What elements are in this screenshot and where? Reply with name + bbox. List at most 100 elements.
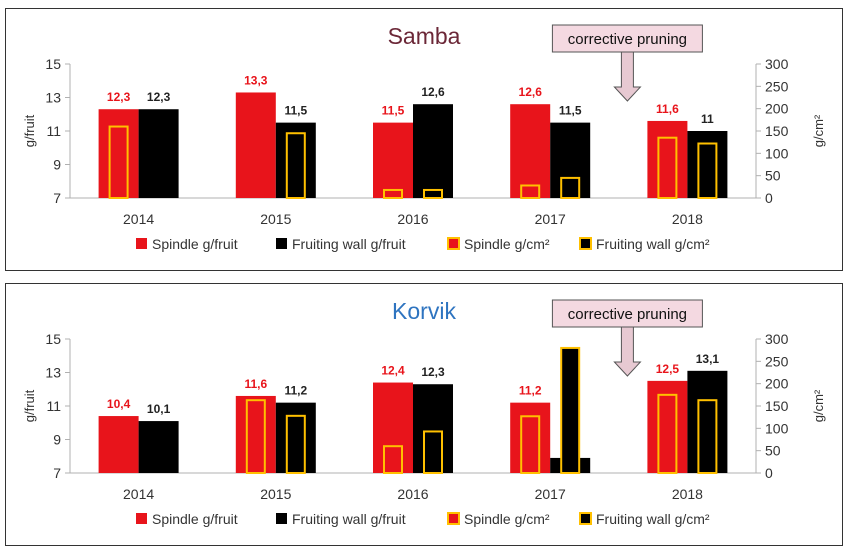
- right-tick-label: 50: [765, 168, 781, 184]
- legend-swatch: [136, 238, 147, 249]
- legend-label: Fruiting wall g/fruit: [292, 236, 406, 252]
- legend-label: Fruiting wall g/cm²: [596, 236, 710, 252]
- right-tick-label: 150: [765, 123, 789, 139]
- x-tick-label: 2014: [123, 486, 154, 502]
- legend-label: Fruiting wall g/cm²: [596, 511, 710, 527]
- chart-title: Korvik: [392, 298, 456, 324]
- x-tick-label: 2017: [535, 211, 566, 227]
- x-tick-label: 2015: [260, 211, 291, 227]
- data-label: 11,6: [244, 377, 267, 391]
- bar-spindle-g-cm2: [383, 188, 403, 200]
- legend-swatch: [276, 238, 287, 249]
- bar-spindle-g-cm2: [245, 399, 266, 474]
- chart-title: Samba: [388, 23, 461, 49]
- right-tick-label: 250: [765, 353, 789, 369]
- bar-fruiting-wall-g-fruit: [413, 104, 453, 198]
- bar-fruiting-wall-g-cm2: [560, 346, 581, 474]
- left-tick-label: 13: [45, 90, 61, 106]
- bar-spindle-g-fruit: [373, 122, 413, 198]
- right-tick-label: 100: [765, 420, 789, 436]
- right-tick-label: 250: [765, 78, 789, 94]
- data-label: 12,3: [147, 90, 171, 104]
- korvik-chart-panel: Korvik 7 9 11 13 15 0 50 100 150 200 250 300 g/fruit g…: [5, 283, 843, 546]
- data-label: 11,5: [382, 104, 405, 118]
- annotation-box: [551, 24, 703, 53]
- data-label: 10,1: [147, 402, 171, 416]
- data-label: 10,4: [107, 397, 131, 411]
- right-tick-label: 0: [765, 190, 773, 206]
- bar-spindle-g-fruit: [235, 92, 276, 198]
- annotation-arrow: [613, 326, 642, 377]
- data-label: 11,2: [284, 384, 307, 398]
- legend-label: Spindle g/fruit: [152, 236, 238, 252]
- data-label: 13,1: [696, 352, 720, 366]
- bar-spindle-g-cm2: [657, 393, 678, 474]
- left-tick-label: 9: [53, 157, 61, 173]
- right-tick-label: 0: [765, 465, 773, 481]
- x-tick-label: 2018: [672, 486, 703, 502]
- legend-label: Spindle g/cm²: [464, 236, 550, 252]
- left-tick-label: 11: [46, 398, 61, 414]
- right-tick-label: 150: [765, 398, 789, 414]
- bar-fruiting-wall-g-fruit: [138, 421, 179, 473]
- data-label: 11,2: [519, 384, 542, 398]
- right-tick-label: 200: [765, 376, 789, 392]
- data-label: 11: [701, 112, 714, 126]
- bar-spindle-g-cm2: [520, 415, 541, 474]
- annotation-box: [551, 299, 703, 328]
- bar-fruiting-wall-g-cm2: [285, 132, 306, 199]
- data-label: 12,5: [656, 362, 680, 376]
- data-label: 12,6: [519, 85, 543, 99]
- samba-chart-panel: Samba 7 9 11 13 15 0 50 100 150 200 250 300 g/fruit g/…: [5, 8, 843, 271]
- x-tick-label: 2015: [260, 486, 291, 502]
- right-axis-label: g/cm²: [811, 389, 826, 422]
- bar-fruiting-wall-g-cm2: [423, 188, 443, 200]
- left-tick-label: 15: [45, 56, 61, 72]
- data-label: 12,3: [421, 365, 445, 379]
- legend-label: Spindle g/cm²: [464, 511, 550, 527]
- left-tick-label: 7: [53, 190, 61, 206]
- bar-spindle-g-cm2: [657, 136, 678, 199]
- bar-spindle-g-cm2: [383, 445, 403, 474]
- legend-swatch: [447, 512, 460, 525]
- legend-swatch: [276, 513, 287, 524]
- left-tick-label: 11: [46, 123, 61, 139]
- right-axis-label: g/cm²: [811, 114, 826, 147]
- data-label: 11,5: [559, 104, 582, 118]
- left-tick-label: 9: [53, 432, 61, 448]
- data-label: 12,3: [107, 90, 131, 104]
- bar-fruiting-wall-g-cm2: [697, 399, 718, 474]
- legend-label: Spindle g/fruit: [152, 511, 238, 527]
- annotation-text: corrective pruning: [568, 31, 687, 48]
- x-tick-label: 2016: [397, 211, 428, 227]
- x-tick-label: 2018: [672, 211, 703, 227]
- x-tick-label: 2017: [535, 486, 566, 502]
- right-tick-label: 50: [765, 443, 781, 459]
- annotation-arrow: [613, 51, 642, 102]
- data-label: 12,6: [421, 85, 445, 99]
- left-tick-label: 15: [45, 331, 61, 347]
- annotation-text: corrective pruning: [568, 306, 687, 323]
- bar-spindle-g-fruit: [98, 416, 139, 473]
- legend-swatch: [579, 237, 592, 250]
- x-tick-label: 2016: [397, 486, 428, 502]
- right-tick-label: 200: [765, 101, 789, 117]
- bar-fruiting-wall-g-cm2: [285, 414, 306, 474]
- bar-spindle-g-fruit: [510, 104, 551, 198]
- bar-fruiting-wall-g-cm2: [423, 430, 443, 475]
- legend-swatch: [136, 513, 147, 524]
- bar-spindle-g-cm2: [520, 184, 541, 199]
- bar-fruiting-wall-g-cm2: [697, 142, 718, 199]
- right-tick-label: 300: [765, 331, 789, 347]
- left-tick-label: 7: [53, 465, 61, 481]
- left-axis-label: g/fruit: [22, 389, 37, 422]
- bar-fruiting-wall-g-fruit: [138, 109, 179, 198]
- left-axis-label: g/fruit: [22, 114, 37, 147]
- right-tick-label: 300: [765, 56, 789, 72]
- x-tick-label: 2014: [123, 211, 154, 227]
- legend-swatch: [579, 512, 592, 525]
- data-label: 11,5: [284, 104, 307, 118]
- right-tick-label: 100: [765, 145, 789, 161]
